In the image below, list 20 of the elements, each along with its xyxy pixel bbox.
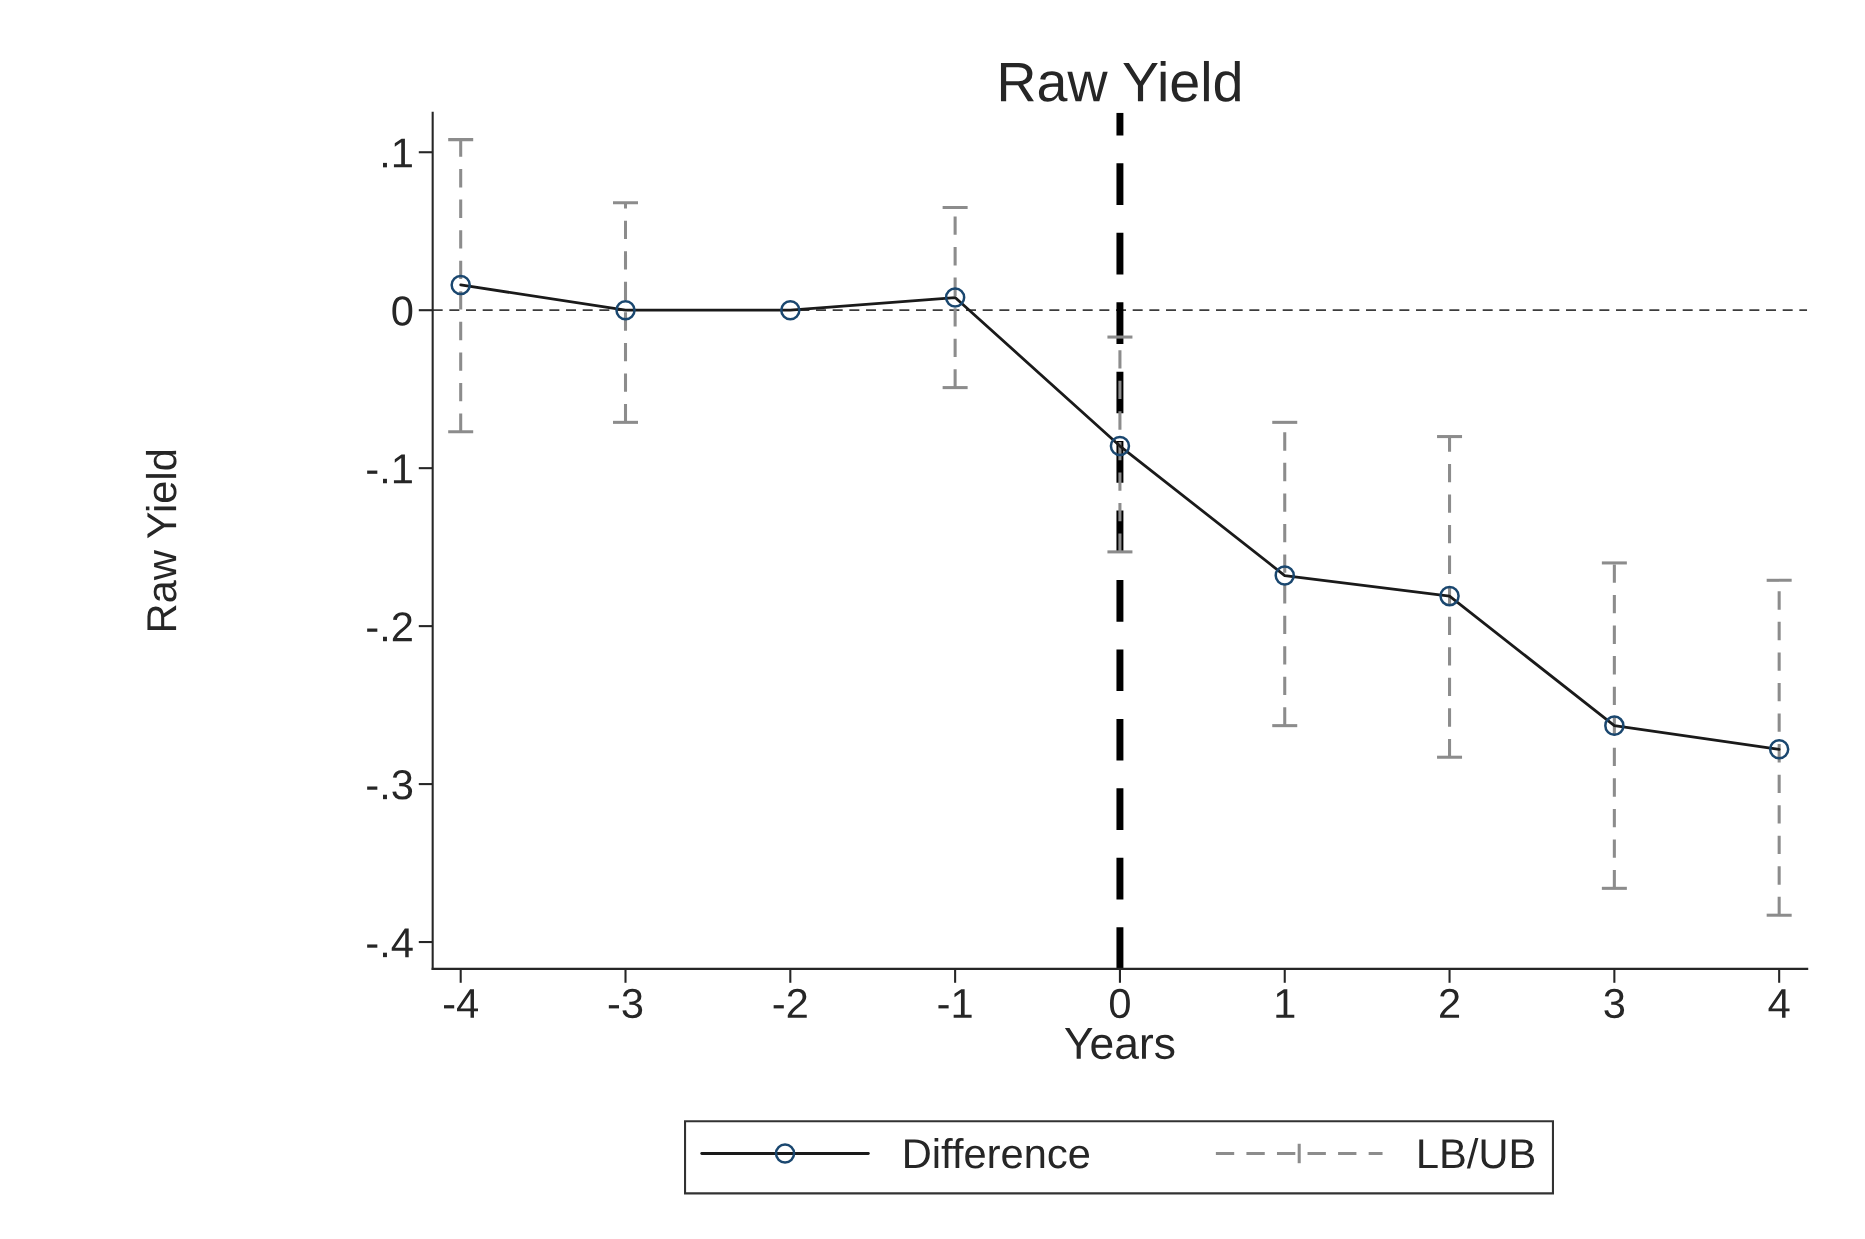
y-tick-label: -.3 (367, 770, 413, 800)
x-tick-label: -1 (938, 989, 972, 1018)
y-tick-label: 0 (392, 296, 413, 326)
y-tick-label: .1 (382, 138, 412, 168)
y-tick-label: -.2 (367, 612, 412, 642)
x-tick-label: 0 (1109, 988, 1130, 1019)
text: LB/UB (1419, 1137, 1535, 1169)
x-tick-label: -4 (444, 989, 478, 1018)
y-axis-title: Raw Yield (145, 450, 177, 631)
x-tick-label: 4 (1768, 989, 1790, 1018)
legend-label: Difference (905, 1137, 1090, 1169)
x-tick-label: -3 (608, 988, 643, 1019)
y-tick-label: -.1 (367, 454, 412, 484)
x-tick-label: 1 (1276, 989, 1295, 1018)
y-tick-label: -.4 (367, 928, 413, 958)
x-axis-title: Years (1064, 1028, 1175, 1060)
x-tick-label: 2 (1440, 988, 1460, 1018)
x-tick-label: 3 (1604, 988, 1625, 1019)
x-tick-label: -2 (773, 988, 807, 1018)
chart-title: Raw Yield (1000, 60, 1240, 102)
